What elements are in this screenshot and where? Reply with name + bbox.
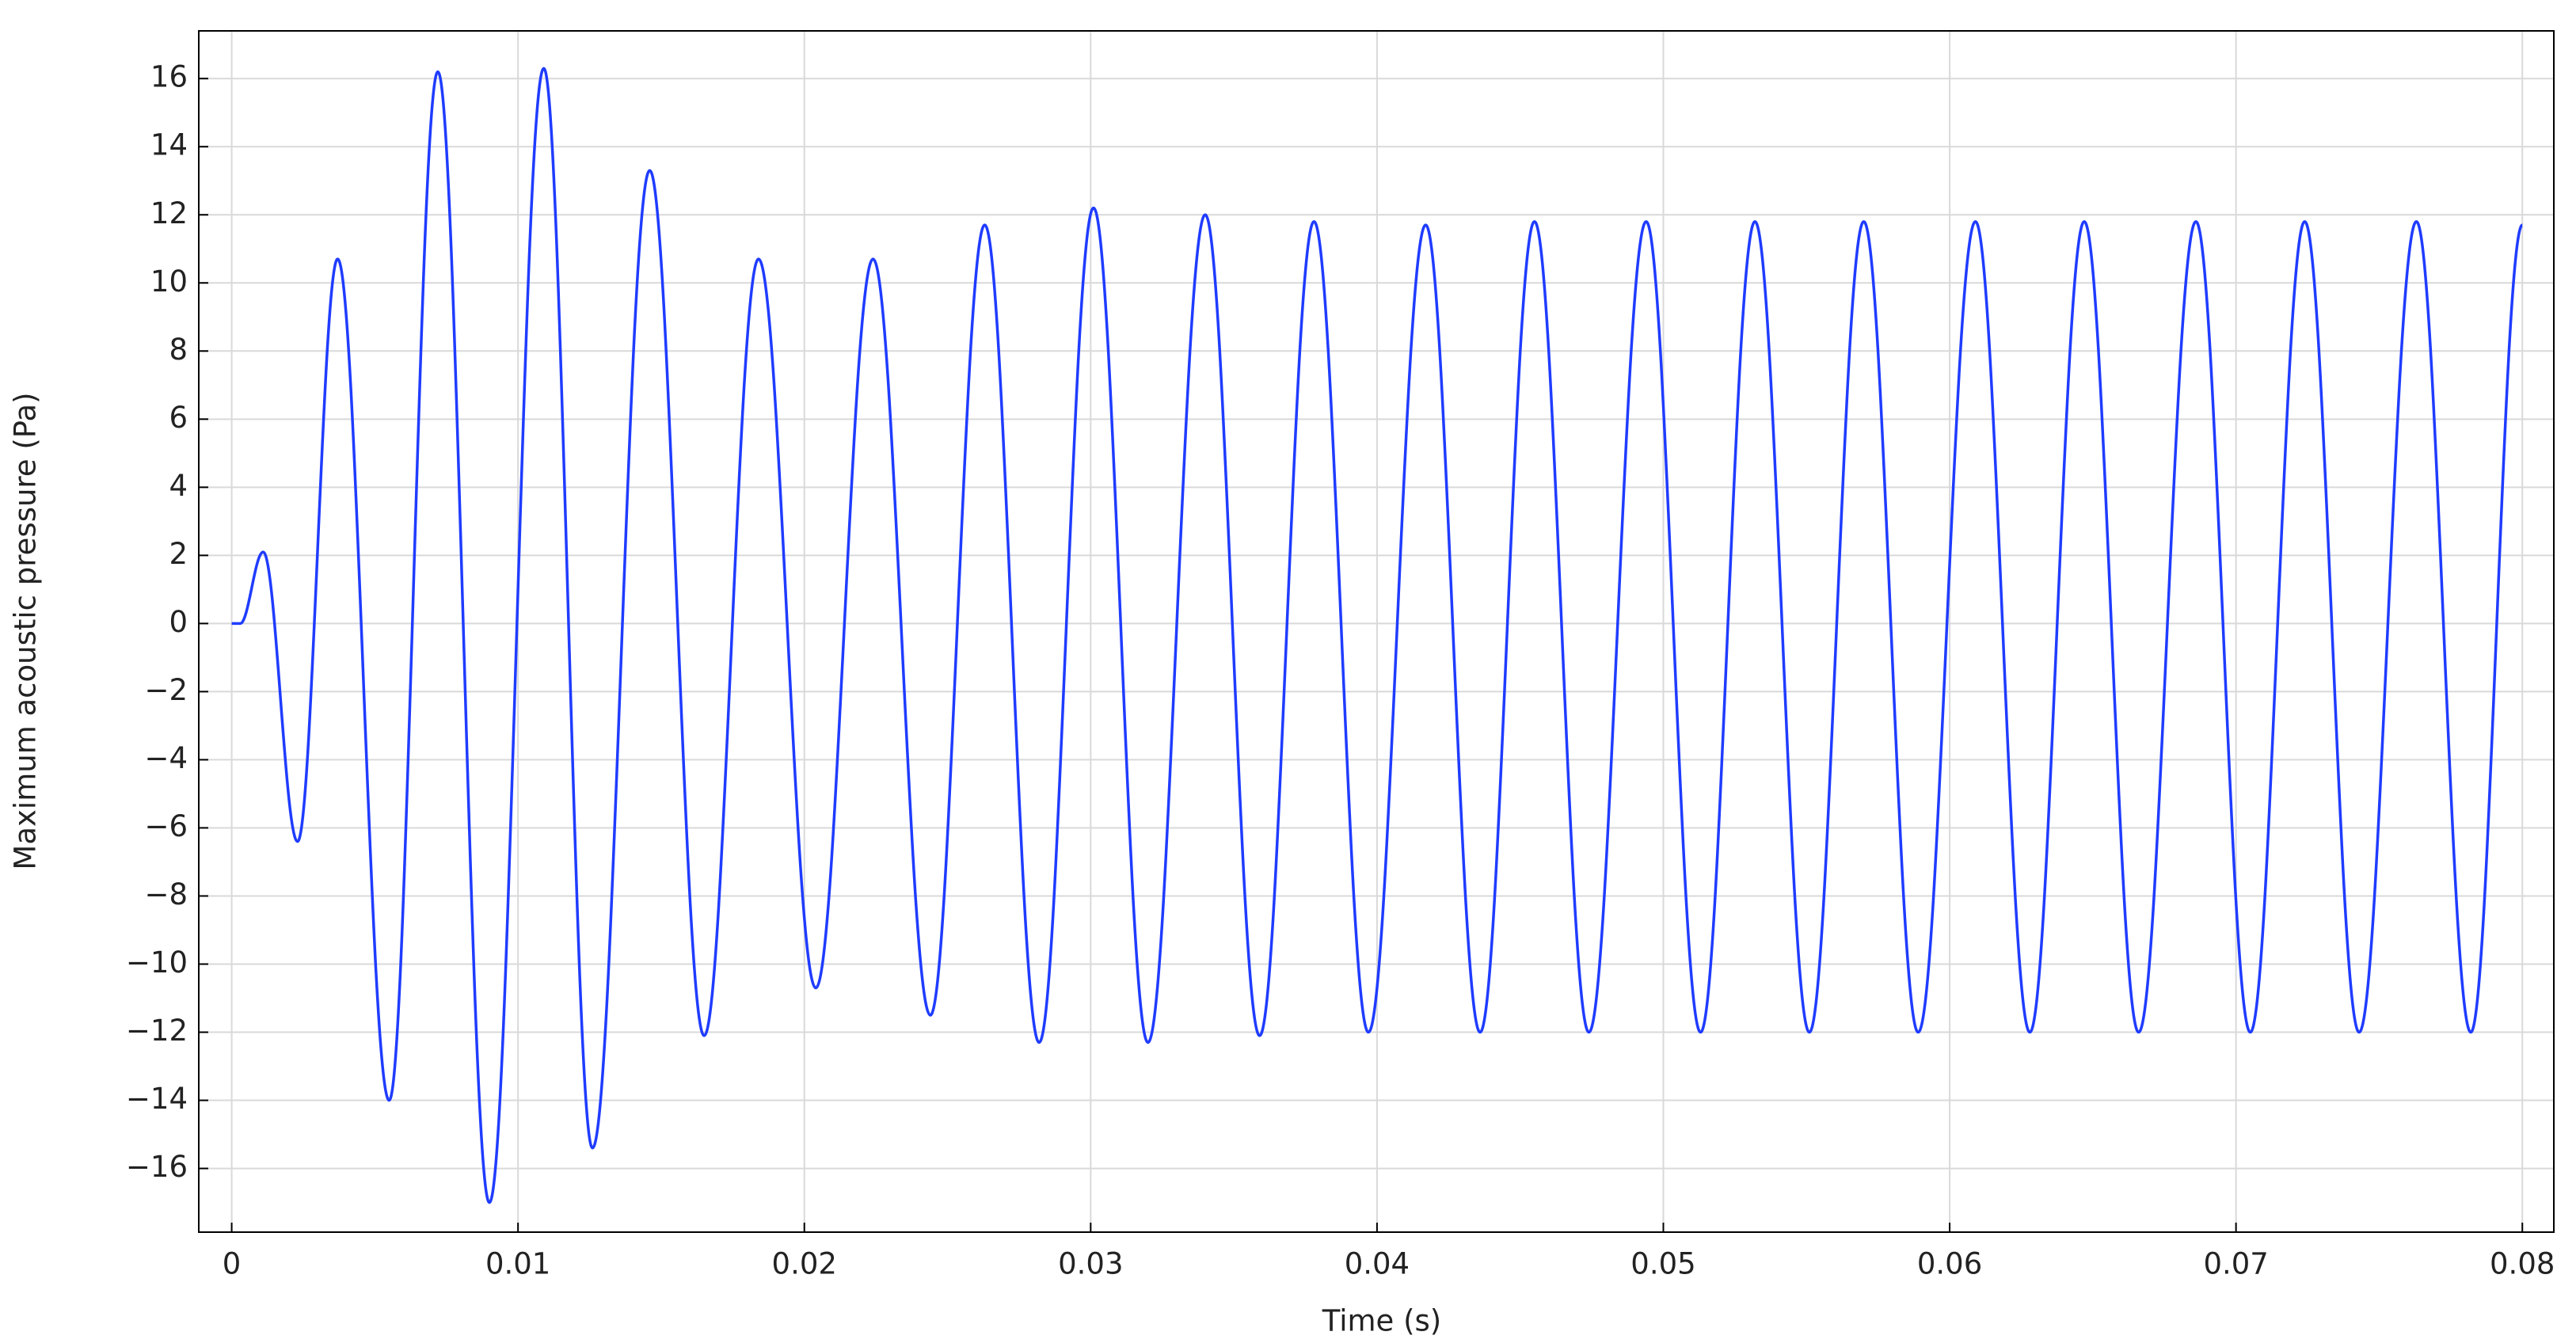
y-axis-label: Maximum acoustic pressure (Pa) (9, 392, 43, 869)
plot-frame (198, 30, 2555, 1233)
y-tick-label: 8 (169, 333, 188, 367)
y-tick-label: 10 (150, 264, 188, 299)
y-tick-label: 0 (169, 605, 188, 639)
y-tick-label: 14 (150, 128, 188, 162)
x-axis-label: Time (s) (1322, 1304, 1441, 1338)
y-tick-label: −6 (144, 809, 188, 843)
y-tick-label: −10 (126, 945, 188, 980)
y-tick-label: 12 (150, 196, 188, 230)
x-tick-label: 0.04 (1345, 1247, 1410, 1281)
y-tick-label: 16 (150, 60, 188, 94)
x-tick-label: 0.06 (1917, 1247, 1982, 1281)
y-tick-label: −8 (144, 877, 188, 911)
y-tick-label: 2 (169, 537, 188, 571)
x-tick-label: 0.07 (2203, 1247, 2268, 1281)
y-tick-label: −2 (144, 673, 188, 707)
y-tick-label: −4 (144, 741, 188, 775)
x-tick-label: 0.02 (772, 1247, 837, 1281)
y-tick-label: −14 (126, 1082, 188, 1116)
x-tick-label: 0.01 (485, 1247, 550, 1281)
x-tick-label: 0 (223, 1247, 242, 1281)
data-line (231, 67, 2524, 1204)
x-tick-label: 0.03 (1058, 1247, 1123, 1281)
y-tick-label: 6 (169, 401, 188, 435)
y-tick-label: −16 (126, 1150, 188, 1184)
y-tick-label: −12 (126, 1014, 188, 1048)
y-tick-label: 4 (169, 469, 188, 503)
x-tick-label: 0.05 (1630, 1247, 1695, 1281)
x-tick-label: 0.08 (2490, 1247, 2555, 1281)
